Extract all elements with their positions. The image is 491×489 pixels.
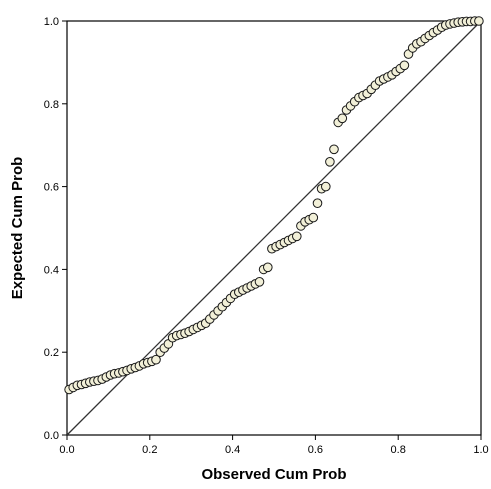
data-point bbox=[337, 113, 348, 124]
y-axis: 0.0 0.2 0.4 0.6 0.8 1.0 bbox=[44, 16, 67, 442]
plot-frame bbox=[66, 20, 482, 436]
x-axis: 0.0 0.2 0.4 0.6 0.8 1.0 bbox=[59, 435, 489, 456]
y-tick-label: 0.2 bbox=[44, 347, 59, 359]
data-point bbox=[325, 157, 335, 167]
data-point bbox=[254, 277, 265, 287]
y-tick-label: 0.4 bbox=[44, 264, 59, 276]
x-tick-label: 0.4 bbox=[225, 444, 240, 456]
data-point bbox=[312, 198, 323, 208]
x-axis-title: Observed Cum Prob bbox=[201, 466, 346, 483]
y-axis-title: Expected Cum Prob bbox=[9, 157, 26, 300]
data-point bbox=[151, 354, 161, 365]
data-point bbox=[321, 181, 331, 192]
x-tick-label: 0.2 bbox=[142, 444, 157, 456]
y-tick-label: 1.0 bbox=[44, 16, 59, 28]
x-tick-label: 0.8 bbox=[391, 444, 406, 456]
x-tick-label: 1.0 bbox=[473, 444, 488, 456]
data-point bbox=[399, 60, 410, 71]
plot-area bbox=[64, 16, 484, 436]
data-point bbox=[308, 212, 319, 223]
x-tick-label: 0.0 bbox=[59, 444, 74, 456]
data-point bbox=[263, 262, 273, 273]
y-tick-label: 0.0 bbox=[44, 430, 59, 442]
data-point bbox=[292, 231, 302, 242]
y-tick-label: 0.8 bbox=[44, 99, 59, 111]
y-tick-label: 0.6 bbox=[44, 182, 59, 194]
data-points bbox=[64, 16, 484, 395]
data-point bbox=[474, 16, 484, 26]
data-point bbox=[329, 144, 339, 155]
x-tick-label: 0.6 bbox=[308, 444, 323, 456]
